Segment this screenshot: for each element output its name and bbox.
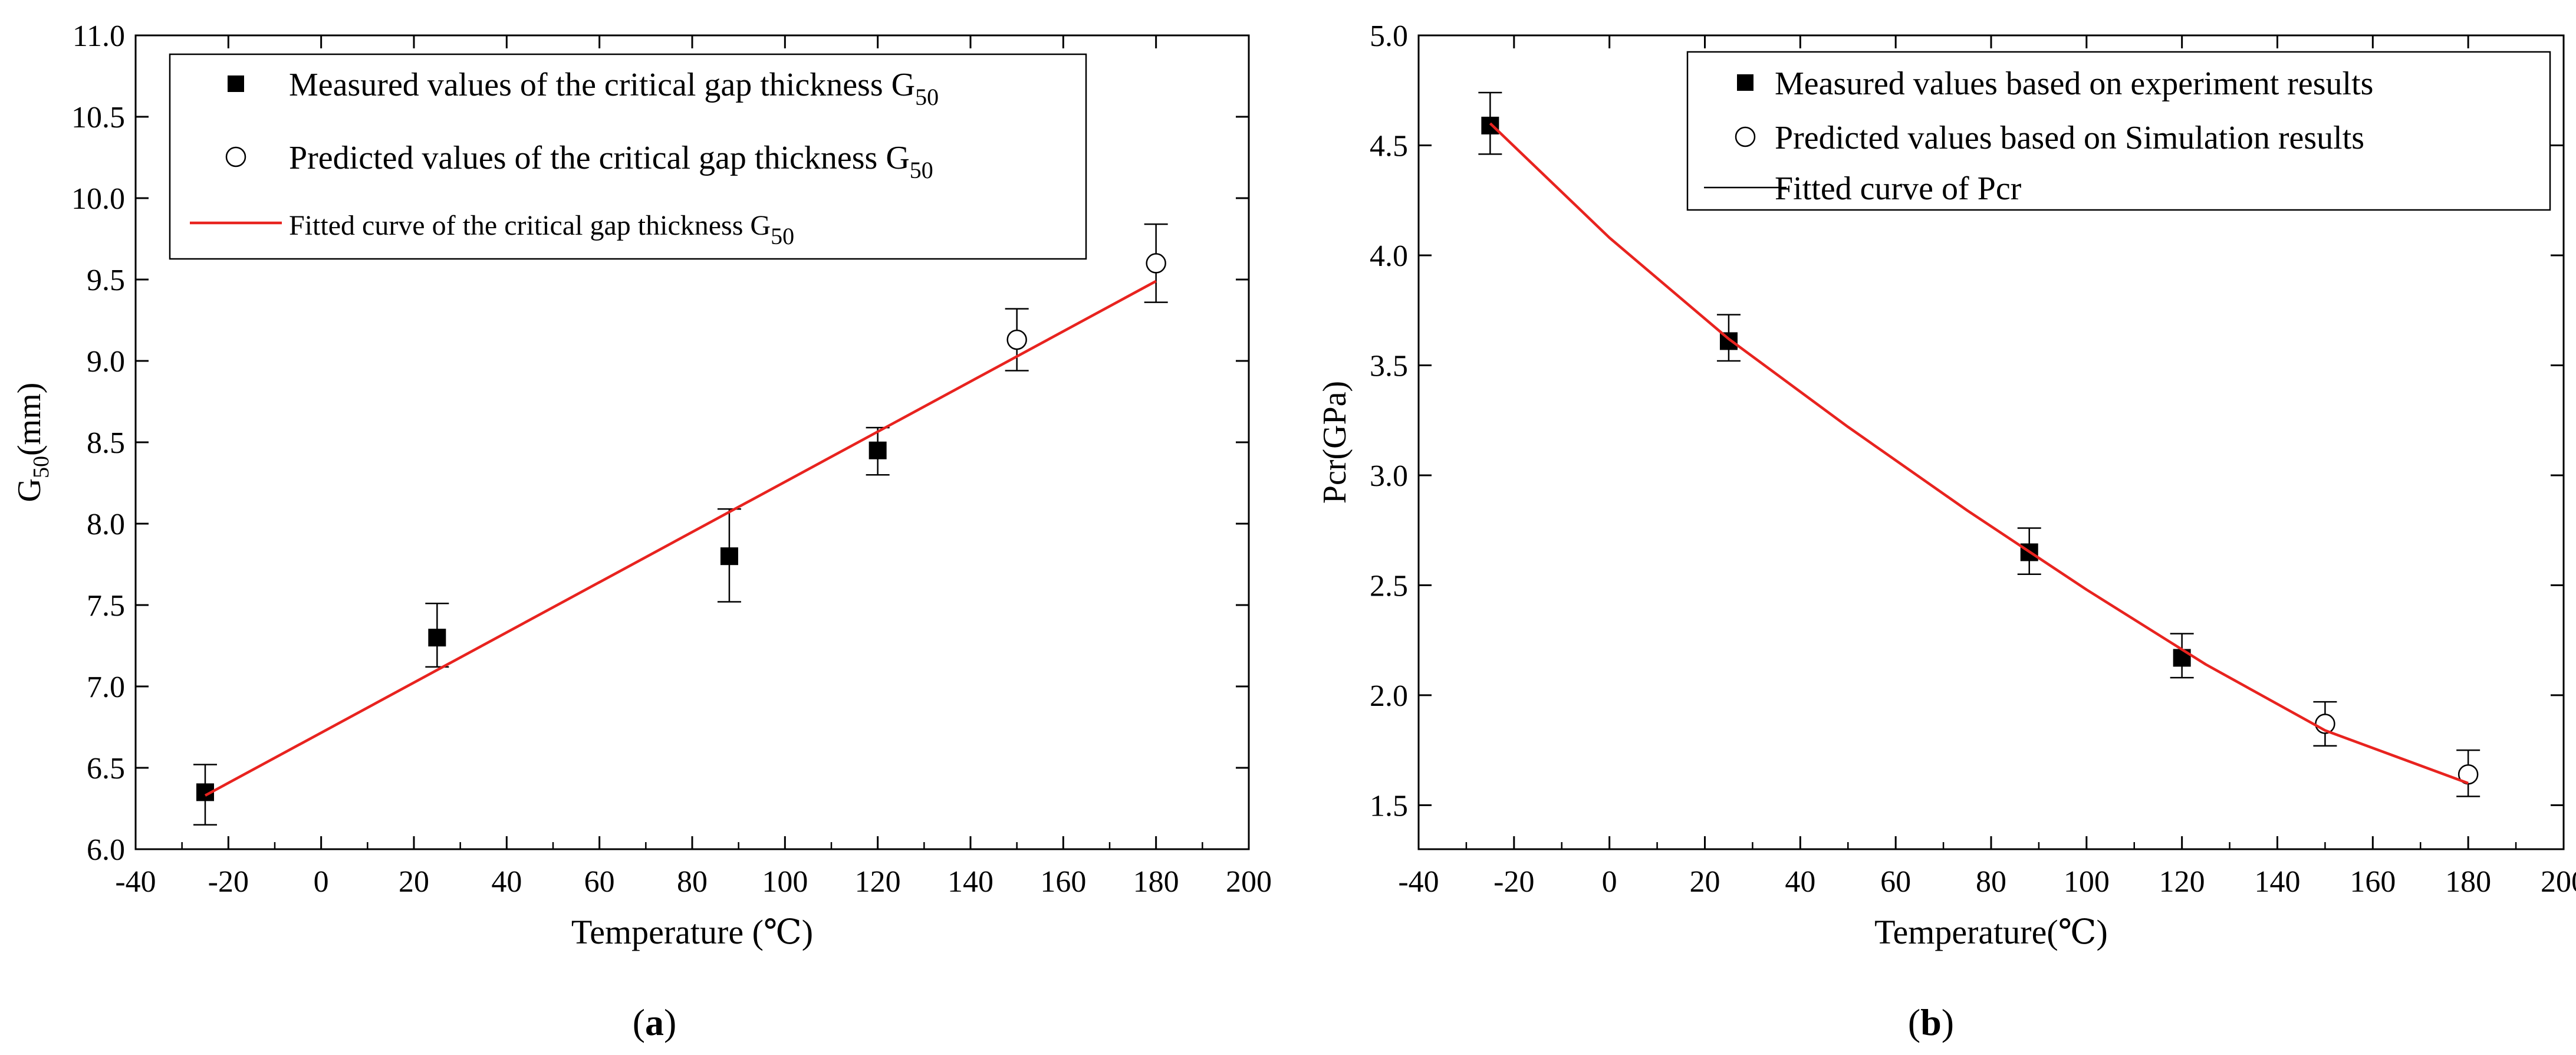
y-axis-label-unit: (mm) xyxy=(11,383,48,456)
x-tick-label: 140 xyxy=(2255,865,2301,899)
predicted-point xyxy=(1006,329,1027,350)
x-tick-label: 120 xyxy=(2159,865,2205,899)
y-tick-label: 7.5 xyxy=(87,589,125,623)
y-tick-label: 9.5 xyxy=(87,264,125,297)
legend-entry-text: Fitted curve of Pcr xyxy=(1775,170,2022,207)
chart-panel-b: -40 -20 0 20 40 60 80 100 120 140 160 180 200 1.5 2.0 2… xyxy=(1317,19,2576,1043)
y-axis-label-main: Pcr(GPa) xyxy=(1317,381,1353,504)
legend-square-icon xyxy=(228,75,244,92)
legend-entry-subscript: 50 xyxy=(771,223,794,249)
x-tick-label: 160 xyxy=(1040,865,1086,899)
legend-square-icon xyxy=(1737,74,1753,91)
x-axis-label: Temperature(℃) xyxy=(1874,913,2108,951)
legend-entry-subscript: 50 xyxy=(915,84,939,110)
panel-letter: b xyxy=(1920,1001,1942,1043)
x-tick-label: 100 xyxy=(2064,865,2110,899)
y-tick-label: 8.5 xyxy=(87,426,125,460)
y-tick-label: 4.0 xyxy=(1370,239,1408,273)
y-axis-label-main: G xyxy=(11,478,48,502)
legend: Measured values based on experiment resu… xyxy=(1686,51,2551,211)
y-axis-label-subscript: 50 xyxy=(29,456,54,478)
y-axis-label: G50(mm) xyxy=(11,383,54,502)
x-tick-label: 140 xyxy=(948,865,993,899)
predicted-point xyxy=(1146,253,1166,274)
legend-circle-icon xyxy=(225,146,246,167)
x-tick-label: 0 xyxy=(1602,865,1617,899)
legend-circle-icon xyxy=(1735,126,1756,147)
y-tick-label: 5.0 xyxy=(1370,19,1408,53)
legend-entry-label: Predicted values based on Simulation res… xyxy=(1775,120,2364,156)
x-tick-label: 40 xyxy=(491,865,522,899)
fitted-curve xyxy=(1489,122,2469,785)
legend-entry-text: Predicted values based on Simulation res… xyxy=(1775,120,2364,156)
x-tick-label: 180 xyxy=(1133,865,1179,899)
legend-entry-subscript: 50 xyxy=(910,157,933,183)
measured-point xyxy=(2173,649,2191,667)
y-tick-label: 9.0 xyxy=(87,345,125,379)
y-tick-label: 1.5 xyxy=(1370,789,1408,823)
x-tick-label: 40 xyxy=(1785,865,1815,899)
legend-entry-label: Fitted curve of the critical gap thickne… xyxy=(289,210,794,249)
y-tick-label: 4.5 xyxy=(1370,129,1408,163)
y-tick-label: 6.0 xyxy=(87,833,125,867)
predicted-point xyxy=(2457,764,2479,785)
x-tick-label: -40 xyxy=(115,865,156,899)
x-tick-label: 160 xyxy=(2350,865,2396,899)
y-tick-label: 7.0 xyxy=(87,671,125,704)
y-tick-label: 6.5 xyxy=(87,752,125,786)
x-tick-label: 100 xyxy=(762,865,808,899)
measured-point xyxy=(868,441,887,459)
chart-panel-a: -40 -20 0 20 40 60 80 100 120 140 160 180 200 6.0 6.5 7… xyxy=(11,19,1272,1043)
measured-point xyxy=(428,629,446,647)
legend-entry-label: Fitted curve of Pcr xyxy=(1775,170,2022,207)
y-tick-label: 2.0 xyxy=(1370,679,1408,713)
legend-box xyxy=(169,53,1087,260)
y-tick-label: 10.5 xyxy=(71,101,125,134)
x-tick-label: -20 xyxy=(208,865,249,899)
x-tick-label: 80 xyxy=(677,865,708,899)
x-axis-label: Temperature (℃) xyxy=(571,913,813,951)
panel-label: (a) xyxy=(633,1001,677,1043)
y-tick-label: 3.5 xyxy=(1370,349,1408,383)
x-tick-label: -40 xyxy=(1398,865,1439,899)
x-tick-label: -20 xyxy=(1493,865,1534,899)
y-tick-label: 8.0 xyxy=(87,508,125,541)
x-tick-label: 0 xyxy=(314,865,329,899)
y-tick-label: 11.0 xyxy=(73,19,125,53)
measured-point xyxy=(720,547,738,566)
legend-entry-text: Fitted curve of the critical gap thickne… xyxy=(289,210,771,241)
y-tick-label: 10.0 xyxy=(71,182,125,216)
x-tick-label: 20 xyxy=(1690,865,1720,899)
measured-point xyxy=(1481,116,1499,134)
legend-entry-label: Measured values of the critical gap thic… xyxy=(289,67,939,110)
panel-label: (b) xyxy=(1908,1001,1954,1043)
x-tick-label: 180 xyxy=(2445,865,2491,899)
x-tick-label: 60 xyxy=(584,865,615,899)
legend-entry-text: Predicted values of the critical gap thi… xyxy=(289,140,910,176)
legend-entry-label: Measured values based on experiment resu… xyxy=(1775,65,2373,102)
fitted-curve xyxy=(204,280,1157,797)
x-tick-label: 20 xyxy=(399,865,429,899)
x-tick-label: 200 xyxy=(1226,865,1272,899)
y-tick-label: 3.0 xyxy=(1370,459,1408,493)
y-axis-label: Pcr(GPa) xyxy=(1317,381,1353,504)
legend-box xyxy=(1686,51,2551,211)
legend-entry-text: Measured values of the critical gap thic… xyxy=(289,67,915,103)
legend: Measured values of the critical gap thic… xyxy=(169,53,1087,260)
legend-entry-text: Measured values based on experiment resu… xyxy=(1775,65,2373,102)
x-tick-label: 80 xyxy=(1976,865,2006,899)
legend-entry-label: Predicted values of the critical gap thi… xyxy=(289,140,933,183)
x-tick-label: 60 xyxy=(1880,865,1911,899)
panel-letter: a xyxy=(645,1001,664,1043)
y-tick-label: 2.5 xyxy=(1370,569,1408,603)
x-tick-label: 120 xyxy=(855,865,901,899)
x-tick-label: 200 xyxy=(2541,865,2576,899)
